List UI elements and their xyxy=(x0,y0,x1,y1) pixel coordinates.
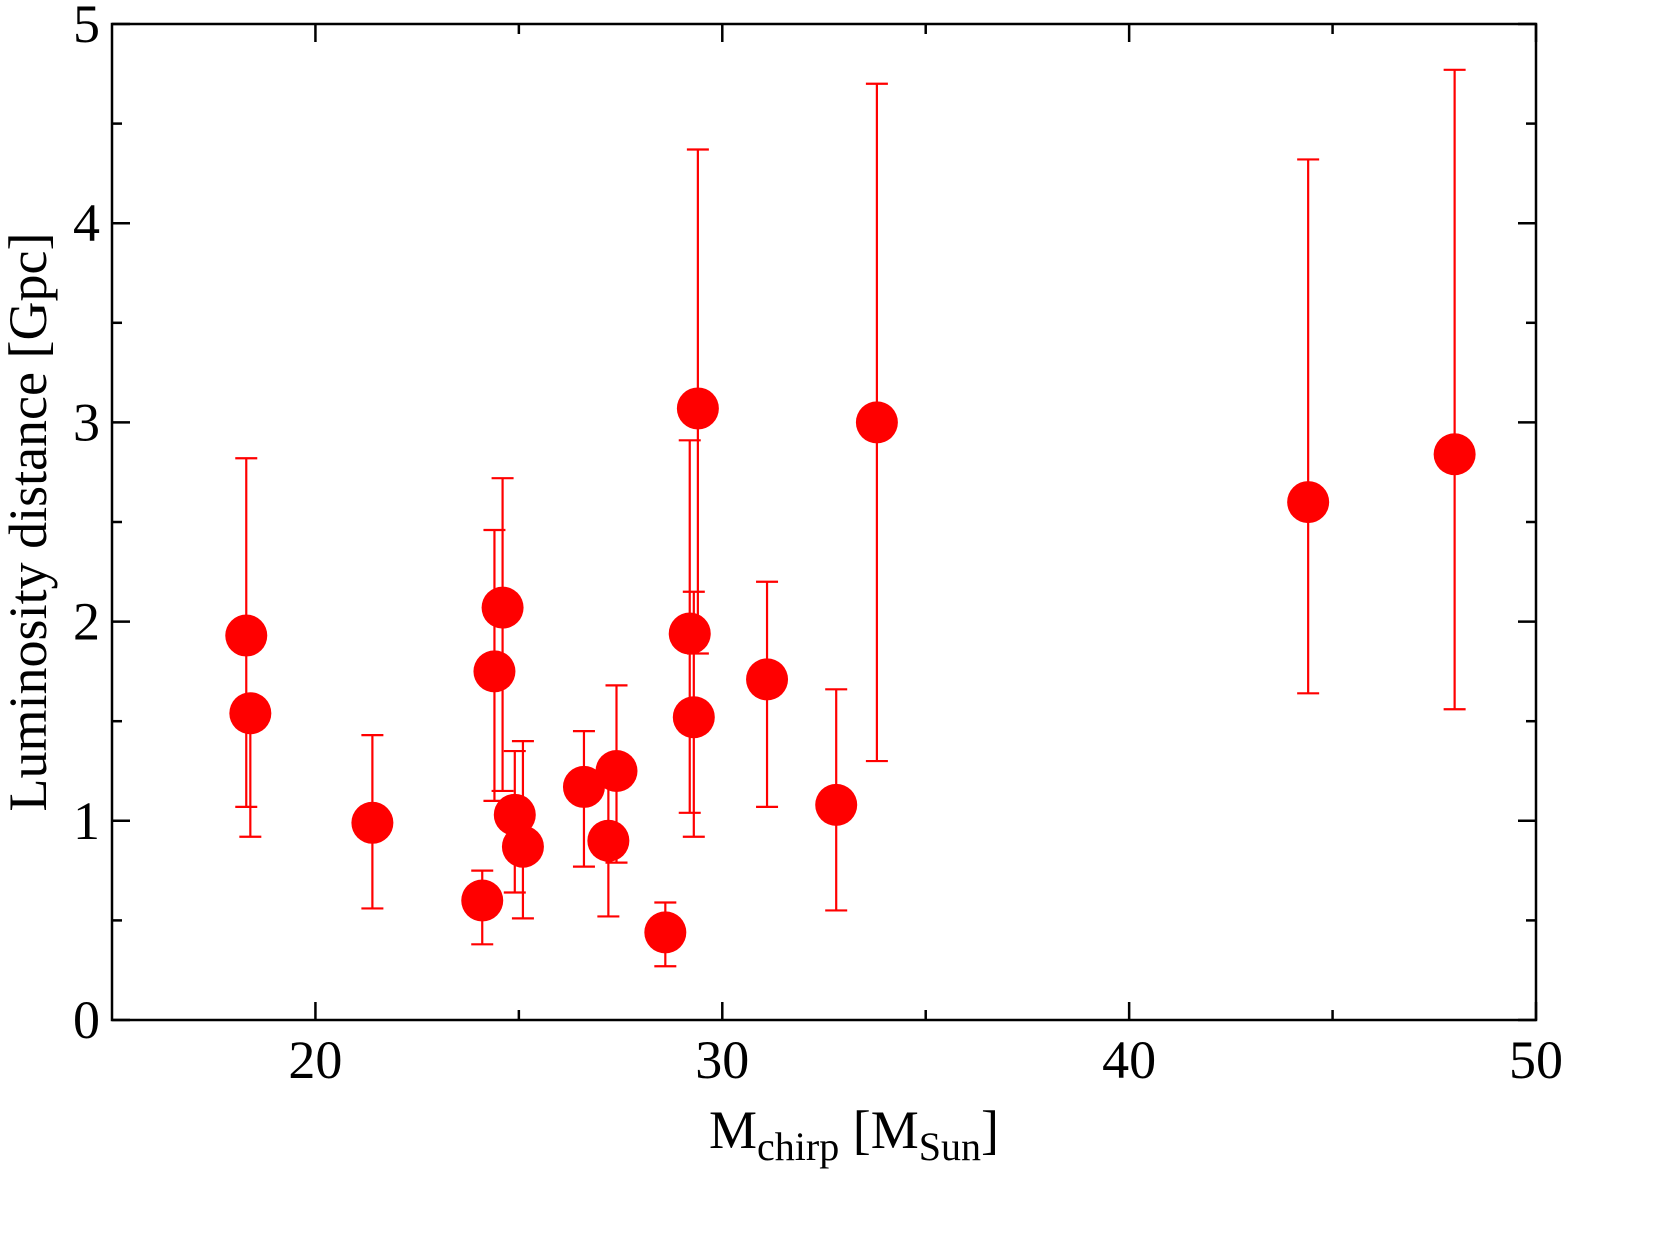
errorbar-layer xyxy=(235,68,1466,968)
x-axis-label: Mchirp [MSun] xyxy=(709,1100,999,1169)
y-tick-label: 3 xyxy=(73,392,100,452)
x-axis-label-subscript: chirp xyxy=(757,1124,839,1169)
data-point xyxy=(668,612,711,655)
y-tick-label: 5 xyxy=(73,0,100,54)
data-point xyxy=(229,692,272,735)
data-point xyxy=(461,879,504,922)
data-point xyxy=(225,614,268,657)
x-axis-label-part: M xyxy=(709,1100,757,1160)
data-point xyxy=(501,825,544,868)
data-point xyxy=(351,801,394,844)
y-tick-label: 4 xyxy=(73,193,100,253)
y-tick-label: 0 xyxy=(73,990,100,1050)
data-point xyxy=(644,911,687,954)
data-point xyxy=(1287,481,1330,524)
data-point xyxy=(1433,433,1476,476)
data-point xyxy=(595,750,638,792)
x-tick-label: 40 xyxy=(1102,1030,1156,1090)
data-point xyxy=(493,793,536,836)
data-point xyxy=(676,387,719,430)
data-point xyxy=(587,819,630,862)
x-axis-label-part: ] xyxy=(981,1100,999,1160)
tick-layer xyxy=(112,22,1538,1022)
y-tick-label: 1 xyxy=(73,791,100,851)
data-point xyxy=(746,658,789,701)
data-point xyxy=(855,401,898,444)
y-tick-label: 2 xyxy=(73,592,100,652)
tick-label-layer: 20 30 40 50 0 1 2 3 4 5 xyxy=(73,0,1563,1090)
y-axis-label: Luminosity distance [Gpc] xyxy=(0,233,58,812)
point-layer xyxy=(225,387,1476,954)
x-axis-label-subscript: Sun xyxy=(919,1124,981,1169)
data-point xyxy=(481,586,524,629)
axes-layer xyxy=(110,22,1538,1022)
data-point xyxy=(562,765,605,808)
x-tick-label: 30 xyxy=(695,1030,749,1090)
data-point xyxy=(473,650,516,693)
x-tick-label: 20 xyxy=(288,1030,342,1090)
data-point xyxy=(672,696,715,739)
x-axis-label-part: [M xyxy=(839,1100,919,1160)
x-tick-label: 50 xyxy=(1509,1030,1563,1090)
data-point xyxy=(815,783,858,826)
plot-frame xyxy=(110,22,1538,1022)
